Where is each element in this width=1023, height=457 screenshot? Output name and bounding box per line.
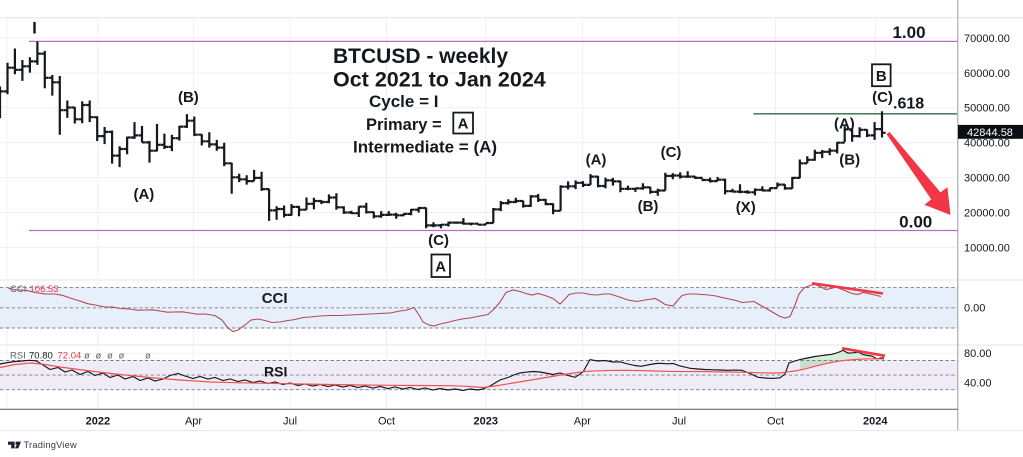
svg-text:Primary =: Primary = [366,116,442,134]
svg-text:ø: ø [96,350,102,361]
svg-text:RSI: RSI [264,363,287,379]
svg-text:30000.00: 30000.00 [964,173,1010,185]
svg-text:0.00: 0.00 [964,303,985,315]
svg-text:(X): (X) [736,199,756,216]
svg-text:40000.00: 40000.00 [964,138,1010,150]
svg-text:(B): (B) [638,198,659,215]
svg-text:BTCUSD - weekly: BTCUSD - weekly [333,45,508,68]
svg-text:2022: 2022 [86,416,110,428]
svg-text:ø: ø [119,350,125,361]
svg-text:Apr: Apr [574,416,591,428]
svg-text:106.53: 106.53 [30,284,59,295]
svg-text:Apr: Apr [185,416,202,428]
svg-text:Intermediate = (A): Intermediate = (A) [353,137,497,156]
svg-text:1.00: 1.00 [892,23,925,42]
svg-text:(B): (B) [178,89,199,106]
svg-text:ø: ø [84,350,90,361]
svg-text:B: B [876,68,887,85]
svg-text:(A): (A) [834,116,855,133]
svg-text:CCI: CCI [262,290,288,307]
svg-text:(C): (C) [428,232,449,249]
svg-text:ø: ø [107,350,113,361]
svg-text:40.00: 40.00 [964,377,992,389]
svg-text:50000.00: 50000.00 [964,103,1010,115]
svg-text:(C): (C) [872,89,893,106]
svg-text:80.00: 80.00 [964,348,992,360]
svg-text:70.80: 70.80 [29,350,53,361]
svg-text:RSI: RSI [10,350,26,361]
svg-text:Jul: Jul [672,416,686,428]
svg-text:Oct: Oct [378,416,395,428]
svg-text:72.04: 72.04 [58,350,82,361]
svg-text:CCI: CCI [10,284,26,295]
svg-text:Oct: Oct [767,416,784,428]
svg-text:60000.00: 60000.00 [964,68,1010,80]
svg-text:I: I [32,19,37,38]
svg-text:10000.00: 10000.00 [964,242,1010,254]
svg-text:Oct 2021 to Jan 2024: Oct 2021 to Jan 2024 [333,68,546,92]
svg-text:TradingView: TradingView [24,440,77,450]
svg-text:(A): (A) [133,186,154,203]
svg-text:A: A [458,116,469,133]
svg-text:Jul: Jul [283,416,297,428]
svg-text:2024: 2024 [863,416,888,428]
svg-text:(B): (B) [839,151,860,168]
svg-text:42844.58: 42844.58 [967,127,1013,139]
svg-text:(A): (A) [586,152,607,169]
svg-text:2023: 2023 [474,416,498,428]
svg-text:.618: .618 [893,96,924,113]
svg-text:ø: ø [145,350,151,361]
svg-text:0.00: 0.00 [899,212,932,231]
svg-text:20000.00: 20000.00 [964,207,1010,219]
svg-text:70000.00: 70000.00 [964,33,1010,45]
svg-text:Cycle = I: Cycle = I [369,92,438,111]
svg-text:(C): (C) [661,144,682,161]
svg-text:A: A [435,259,446,276]
